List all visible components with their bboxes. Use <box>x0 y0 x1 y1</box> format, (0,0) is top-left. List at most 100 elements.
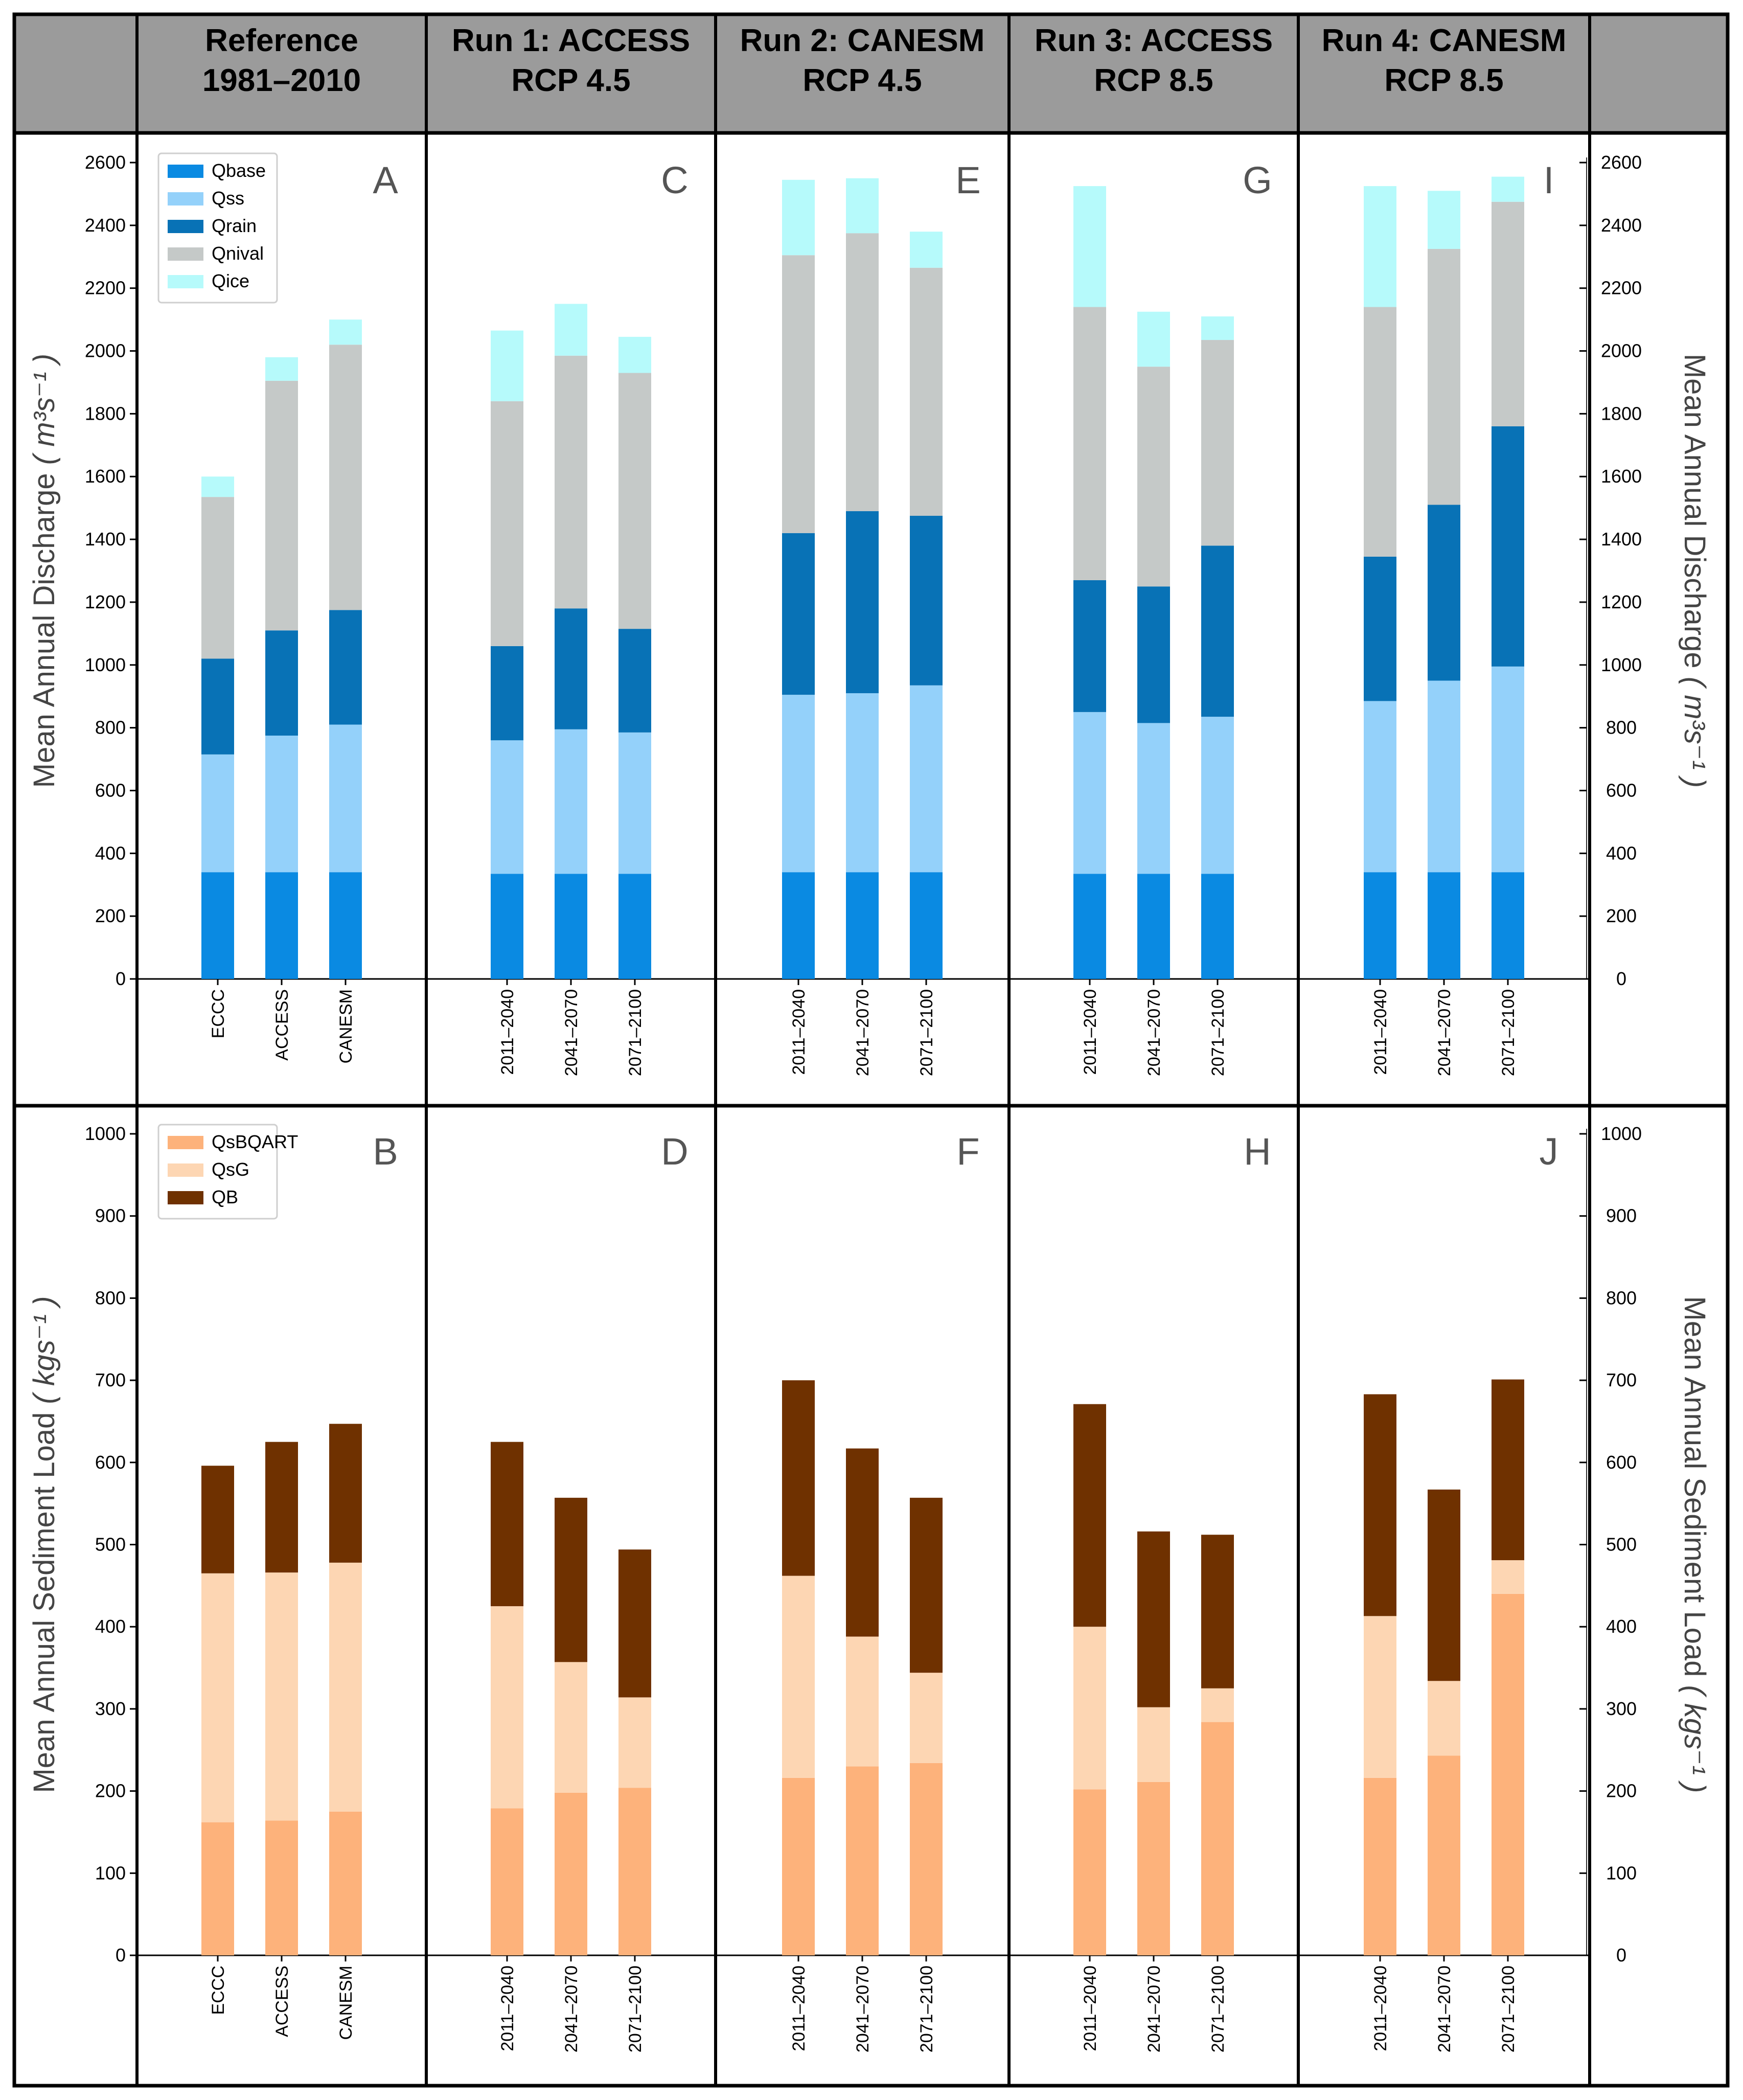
bar-segment-qsg <box>910 1673 943 1763</box>
bar-segment-qrain <box>846 511 879 694</box>
bar-segment-qnival <box>846 233 879 511</box>
bar-segment-qsbqart <box>782 1777 815 1955</box>
bar-segment-qrain <box>1428 505 1460 681</box>
bar-segment-qrain <box>1364 556 1396 701</box>
bar-segment-qrain <box>1073 580 1106 712</box>
bar-segment-qb <box>1428 1489 1460 1681</box>
x-tick-label: ACCESS <box>272 989 292 1061</box>
panel-d: D 2011–2040 2041–2070 2071–2100 <box>426 1130 716 2052</box>
legend-label: QB <box>212 1186 238 1207</box>
right-tick-label: 800 <box>1606 1287 1637 1308</box>
x-tick-label: 2011–2040 <box>1371 989 1390 1075</box>
left-axis-title-text: Mean Annual Sediment Load <box>28 1404 61 1793</box>
x-tick-label: 2041–2070 <box>1144 1966 1164 2052</box>
right-tick-label: 500 <box>1606 1534 1637 1555</box>
right-axis-title-unit: ( m³s⁻¹ ) <box>1678 677 1711 788</box>
left-tick-label: 300 <box>95 1698 126 1719</box>
header-subtitle: RCP 4.5 <box>802 63 922 98</box>
bar-segment-qb <box>1364 1394 1396 1616</box>
right-tick-label: 2200 <box>1601 278 1642 299</box>
bar-segment-qb <box>1201 1535 1234 1688</box>
x-tick-label: 2071–2100 <box>626 989 645 1076</box>
bar-segment-qrain <box>1137 586 1170 723</box>
x-tick-label: 2041–2070 <box>1435 989 1454 1076</box>
bar-segment-qb <box>1492 1379 1524 1561</box>
x-tick-label: ACCESS <box>272 1966 292 2037</box>
x-tick-label: CANESM <box>336 989 356 1063</box>
x-tick-label: 2071–2100 <box>1208 989 1228 1076</box>
left-tick-label: 2200 <box>85 278 126 299</box>
left-tick-label: 900 <box>95 1205 126 1226</box>
bar-segment-qsbqart <box>1364 1777 1396 1955</box>
left-tick-label: 1200 <box>85 591 126 612</box>
right-tick-label: 2400 <box>1601 215 1642 236</box>
bar-segment-qbase <box>846 872 879 979</box>
bar-segment-qice <box>1073 186 1106 307</box>
left-tick-label: 600 <box>95 780 126 801</box>
bar-segment-qsg <box>782 1576 815 1778</box>
bar-segment-qbase <box>329 872 362 979</box>
right-axis-title: Mean Annual Discharge ( m³s⁻¹ ) <box>1678 354 1711 788</box>
bar-segment-qice <box>329 319 362 345</box>
legend: Qbase Qss Qrain Qnival Qice <box>157 152 278 304</box>
bar-segment-qb <box>910 1497 943 1673</box>
bar-segment-qrain <box>1201 545 1234 717</box>
left-tick-label: 100 <box>95 1862 126 1883</box>
right-tick-label: 0 <box>1616 968 1626 989</box>
right-tick-label: 1200 <box>1601 591 1642 612</box>
bar-segment-qrain <box>201 658 234 755</box>
bar-segment-qss <box>1428 680 1460 873</box>
panel-letter: C <box>661 159 688 201</box>
bar-segment-qice <box>1201 316 1234 340</box>
bar-segment-qb <box>846 1448 879 1637</box>
legend-swatch-qice <box>168 275 203 288</box>
right-axis-title-unit: ( kgs⁻¹ ) <box>1678 1685 1711 1793</box>
right-tick-label: 900 <box>1606 1205 1637 1226</box>
bar-segment-qss <box>1201 717 1234 874</box>
outer-border <box>12 12 1730 2088</box>
panel-letter: H <box>1244 1130 1271 1173</box>
right-tick-label: 1400 <box>1601 529 1642 550</box>
bar-segment-qnival <box>555 355 587 609</box>
bar-segment-qss <box>265 735 298 873</box>
bar-segment-qsbqart <box>618 1788 651 1955</box>
panel-c: C 2011–2040 2041–2070 2071–2100 <box>426 159 716 1076</box>
legend-label: Qnival <box>212 243 264 264</box>
bar-segment-qsg <box>1073 1627 1106 1790</box>
bar-segment-qss <box>782 695 815 873</box>
panel-letter: A <box>373 159 398 201</box>
left-tick-label: 0 <box>116 968 126 989</box>
bar-segment-qbase <box>910 872 943 979</box>
right-tick-label: 400 <box>1606 1616 1637 1637</box>
header-title: Run 4: CANESM <box>1322 23 1567 58</box>
bar-segment-qb <box>201 1466 234 1573</box>
bar-segment-qsg <box>329 1562 362 1812</box>
right-tick-label: 600 <box>1606 780 1637 801</box>
bar-segment-qsg <box>555 1662 587 1793</box>
bar-segment-qbase <box>555 874 587 979</box>
header-subtitle: 1981–2010 <box>202 63 361 98</box>
header-title: Run 1: ACCESS <box>452 23 690 58</box>
legend-swatch-qb <box>168 1191 203 1204</box>
header-subtitle: RCP 8.5 <box>1094 63 1213 98</box>
bar-segment-qb <box>329 1424 362 1563</box>
bar-segment-qnival <box>1137 367 1170 587</box>
bar-segment-qsbqart <box>910 1763 943 1955</box>
right-tick-label: 400 <box>1606 842 1637 863</box>
legend-swatch-qsg <box>168 1163 203 1177</box>
right-tick-label: 1600 <box>1601 466 1642 487</box>
right-tick-label: 800 <box>1606 717 1637 738</box>
bar-segment-qice <box>201 476 234 497</box>
bar-segment-qss <box>1073 712 1106 874</box>
bar-segment-qsg <box>1492 1560 1524 1594</box>
panel-letter: E <box>955 159 980 201</box>
x-tick-label: 2041–2070 <box>1144 989 1164 1076</box>
discharge-charts: 0200400600800100012001400160018002000220… <box>28 152 1711 1076</box>
left-tick-label: 2600 <box>85 152 126 173</box>
legend-swatch-qbase <box>168 165 203 178</box>
bar-segment-qsg <box>201 1573 234 1822</box>
left-tick-label: 1600 <box>85 466 126 487</box>
bar-segment-qss <box>910 685 943 873</box>
x-tick-label: 2071–2100 <box>1499 1966 1518 2052</box>
bar-segment-qsg <box>1428 1681 1460 1756</box>
